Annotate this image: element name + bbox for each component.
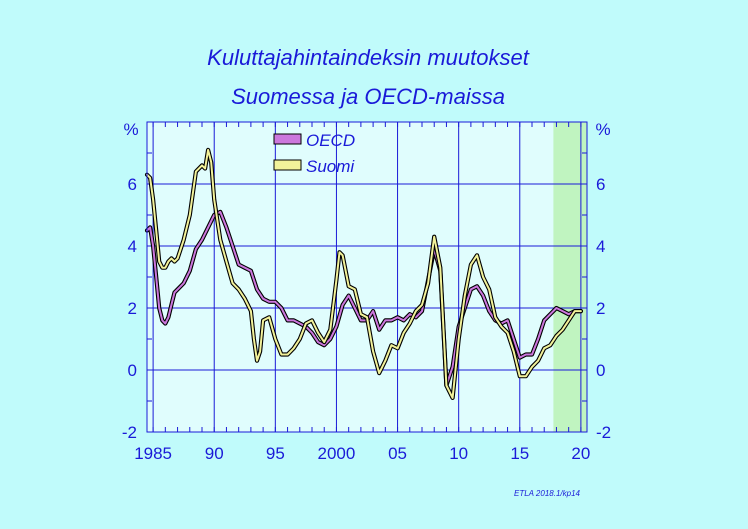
y-tick-label-left: -2	[122, 423, 137, 442]
y-axis-left: -2 0 2 4 6	[122, 175, 137, 442]
y-tick-label-right: 4	[596, 237, 605, 256]
y-tick-label-left: 4	[128, 237, 137, 256]
x-tick-label: 1985	[134, 444, 172, 463]
y-tick-label-right: -2	[596, 423, 611, 442]
x-tick-label: 95	[266, 444, 285, 463]
y-axis-right: -2 0 2 4 6	[596, 175, 611, 442]
source-credit: ETLA 2018.1/kp14	[514, 489, 581, 498]
x-tick-label: 20	[571, 444, 590, 463]
legend: OECD Suomi	[273, 131, 355, 176]
y-tick-label-left: 2	[128, 299, 137, 318]
y-unit-left: %	[123, 120, 138, 139]
series-line-suomi	[146, 148, 582, 399]
chart-subtitle: Suomessa ja OECD-maissa	[231, 84, 505, 109]
y-tick-label-right: 6	[596, 175, 605, 194]
x-tick-label: 10	[449, 444, 468, 463]
y-tick-label-left: 6	[128, 175, 137, 194]
x-tick-label: 90	[205, 444, 224, 463]
y-unit-right: %	[595, 120, 610, 139]
legend-swatch-suomi	[273, 159, 302, 171]
y-tick-label-left: 0	[128, 361, 137, 380]
y-tick-label-right: 0	[596, 361, 605, 380]
x-tick-label: 05	[388, 444, 407, 463]
chart-title: Kuluttajahintaindeksin muutokset	[207, 45, 530, 70]
legend-swatch-oecd	[273, 133, 302, 145]
legend-label-oecd: OECD	[306, 131, 355, 150]
plot-area	[147, 122, 587, 432]
x-tick-label: 2000	[318, 444, 356, 463]
y-tick-label-right: 2	[596, 299, 605, 318]
legend-label-suomi: Suomi	[306, 157, 355, 176]
x-tick-label: 15	[510, 444, 529, 463]
x-axis: 1985 90 95 2000 05 10 15 20	[134, 444, 590, 463]
series-line-oecd	[146, 210, 582, 387]
series-layer	[144, 147, 584, 400]
forecast-band	[553, 122, 587, 432]
plot-frame	[146, 121, 588, 433]
